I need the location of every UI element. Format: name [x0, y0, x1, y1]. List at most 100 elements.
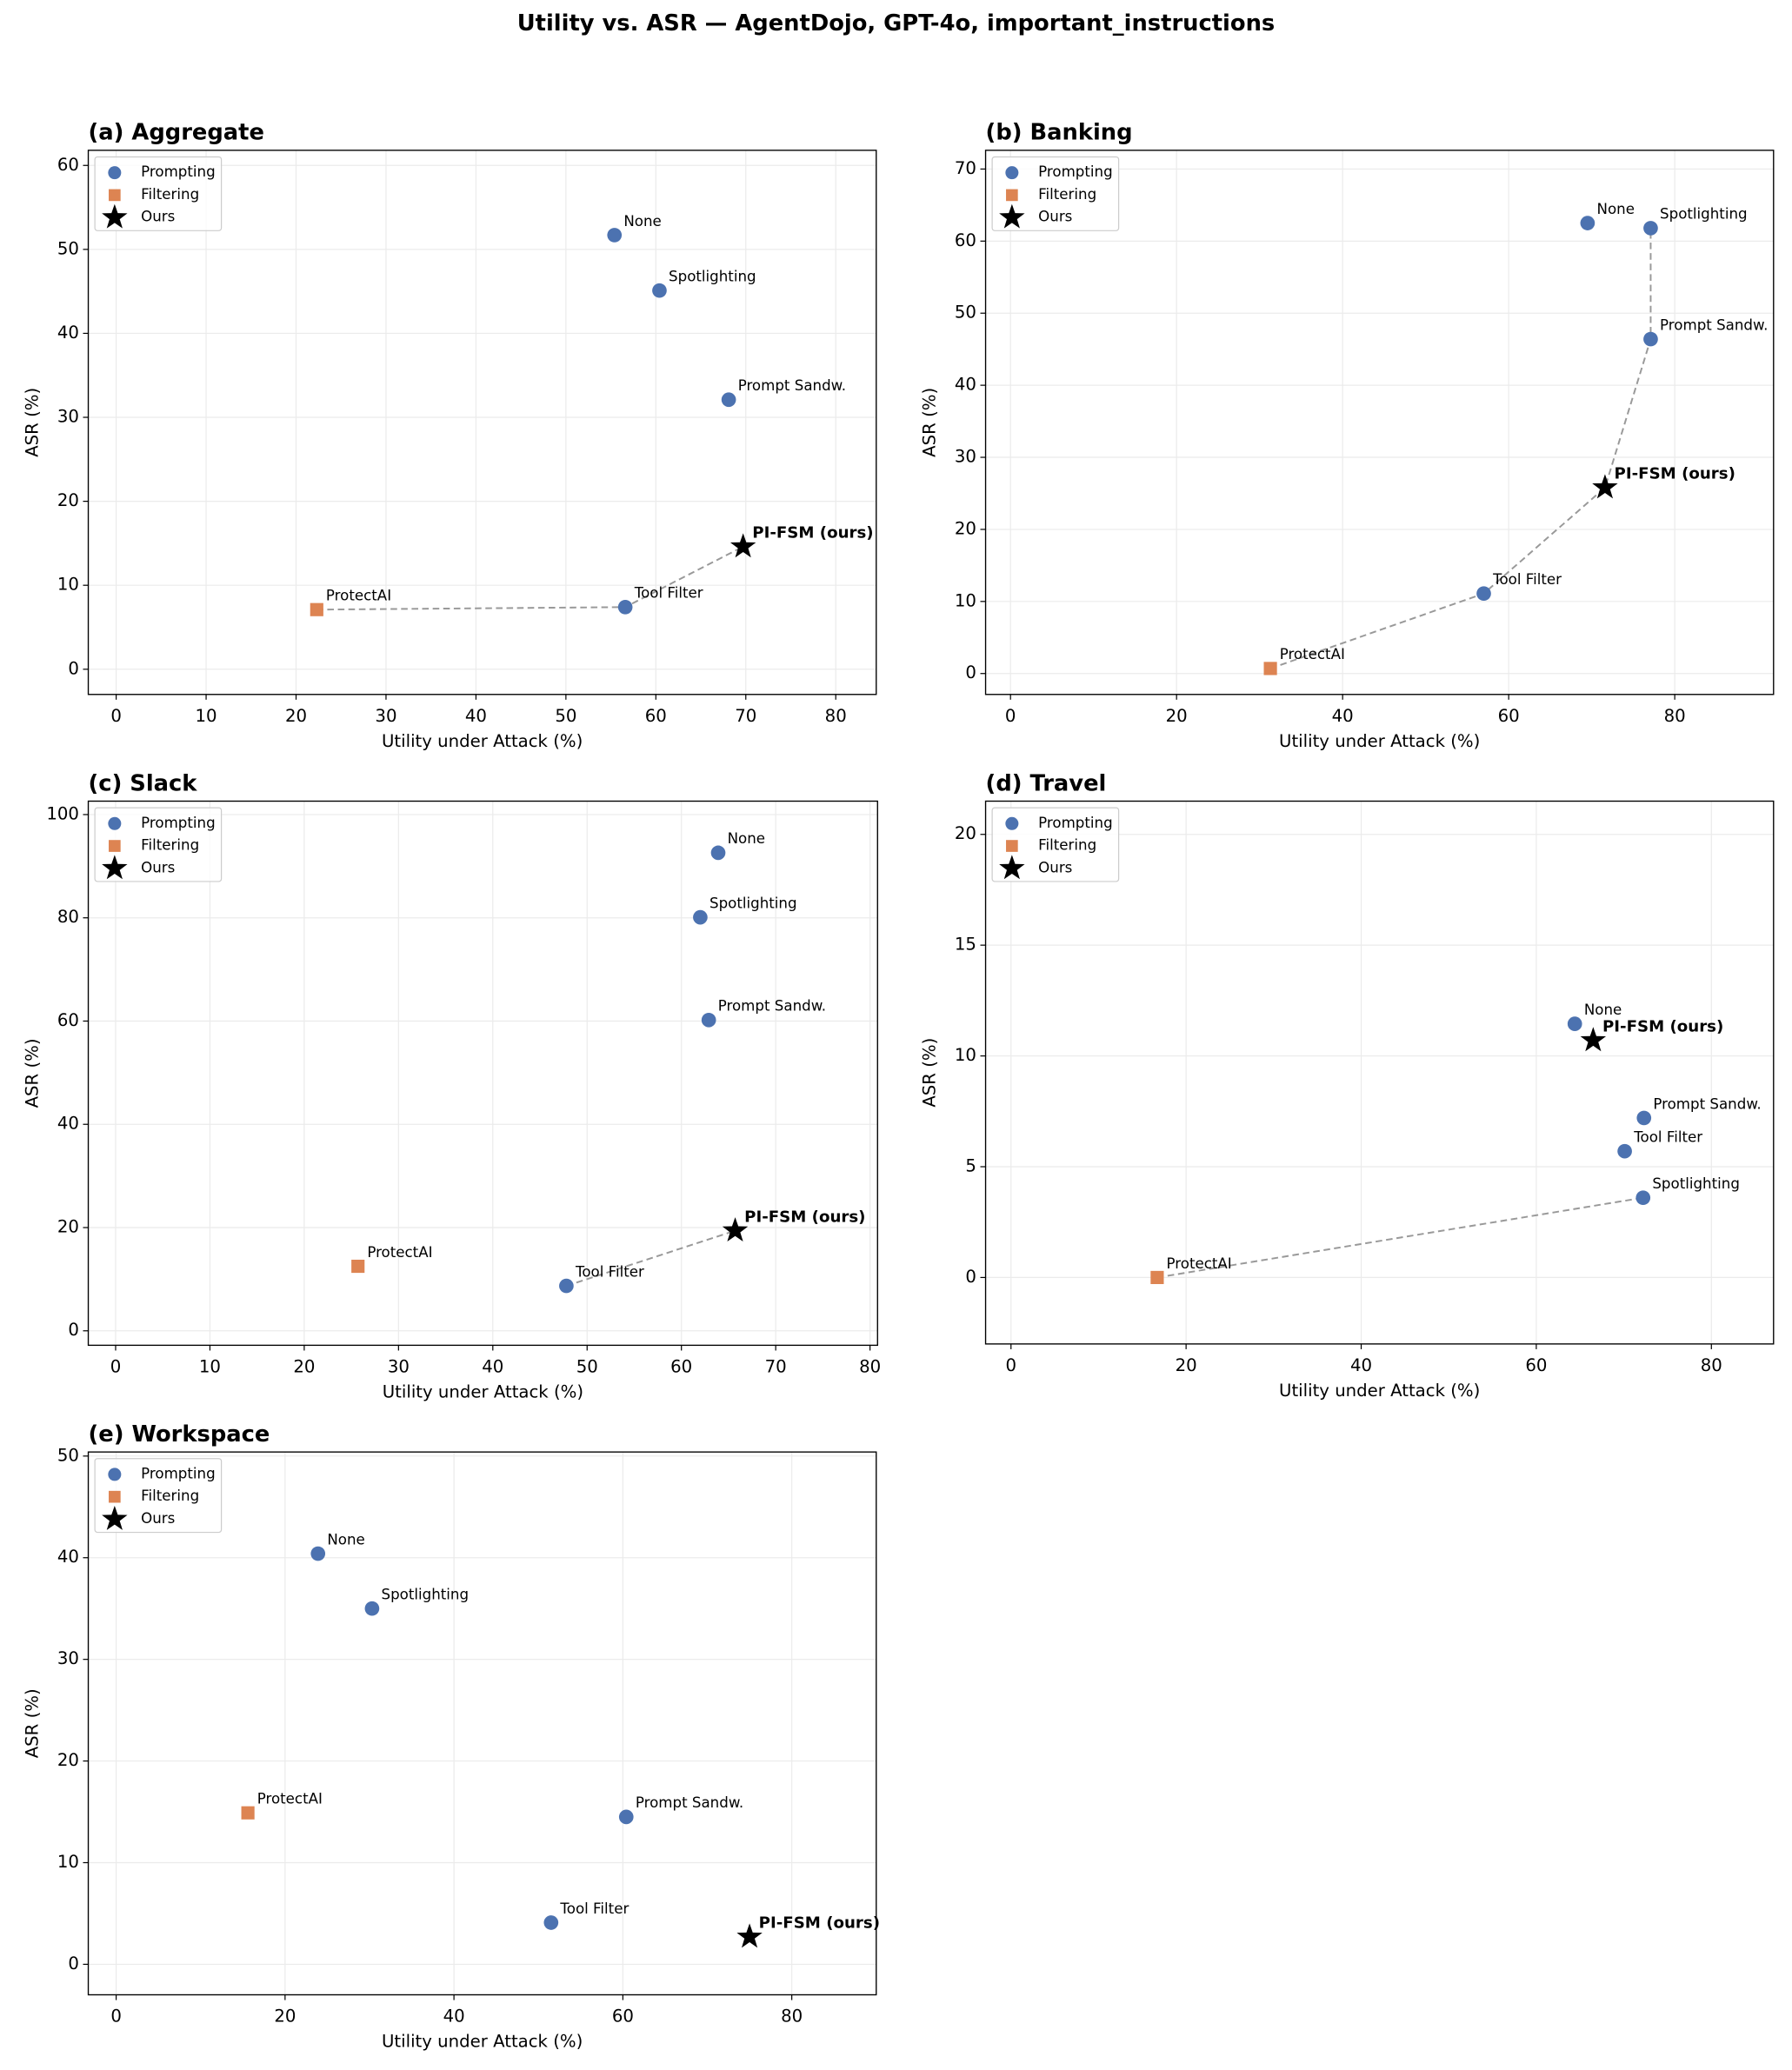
- y-tick-label: 5: [965, 1155, 976, 1175]
- panel: 0 20 40 60 80 0 10 20 30 40 50 (e) Workspace Utility…: [22, 1421, 880, 2052]
- y-axis-label: ASR (%): [919, 388, 939, 457]
- y-tick-label: 20: [955, 823, 976, 843]
- point: [1643, 221, 1658, 236]
- y-tick-label: 0: [68, 1320, 79, 1340]
- point-label: Spotlighting: [709, 895, 797, 911]
- x-tick-label: 20: [274, 2007, 296, 2027]
- legend-marker: [108, 166, 122, 180]
- point-label: Tool Filter: [559, 1900, 629, 1917]
- point: [364, 1601, 380, 1616]
- x-axis-label: Utility under Attack (%): [382, 731, 583, 751]
- y-axis-label: ASR (%): [22, 1688, 42, 1758]
- point-label: ProtectAI: [1280, 646, 1345, 662]
- point-label: None: [1584, 1002, 1622, 1018]
- y-tick-label: 100: [46, 803, 79, 823]
- frontier-line: [566, 1229, 736, 1288]
- y-tick-label: 0: [965, 1267, 976, 1287]
- x-tick-label: 80: [781, 2007, 803, 2027]
- legend: Prompting Filtering Ours: [94, 1458, 223, 1534]
- point-label: PI-FSM (ours): [752, 524, 873, 542]
- point: [1592, 474, 1618, 499]
- plot-frame: [984, 150, 1775, 696]
- y-tick-label: 20: [57, 1216, 79, 1236]
- y-tick-label: 15: [955, 935, 976, 955]
- x-tick-label: 0: [1005, 1355, 1016, 1375]
- point: [559, 1278, 574, 1294]
- y-tick-label: 30: [57, 1648, 79, 1668]
- plot-frame: [87, 150, 877, 696]
- legend-label: Prompting: [1038, 163, 1113, 180]
- point-label: None: [728, 830, 765, 847]
- y-tick-label: 0: [68, 1954, 79, 1973]
- point-label: Prompt Sandw.: [1660, 316, 1768, 333]
- y-axis-label: ASR (%): [22, 1038, 42, 1108]
- legend-frame: [94, 807, 223, 882]
- point-label: Prompt Sandw.: [718, 998, 826, 1015]
- panel: 0 20 40 60 80 0 10 20 30 40 50 60 70 (b) Banking Utili…: [919, 120, 1775, 751]
- panel-title: (b) Banking: [986, 120, 1133, 146]
- point-label: Spotlighting: [1652, 1175, 1740, 1192]
- y-tick-label: 80: [57, 907, 79, 927]
- legend-marker: [1005, 166, 1019, 180]
- y-tick-label: 0: [965, 662, 976, 682]
- point: [310, 1546, 326, 1561]
- point-label: PI-FSM (ours): [1615, 465, 1735, 483]
- x-tick-label: 80: [1701, 1355, 1722, 1375]
- point-label: None: [327, 1531, 364, 1548]
- legend-label: Ours: [141, 1510, 175, 1527]
- point-label: Tool Filter: [575, 1263, 644, 1280]
- point: [1263, 662, 1277, 676]
- legend-marker: [108, 816, 122, 830]
- point: [652, 283, 667, 298]
- x-tick-label: 0: [110, 2007, 122, 2027]
- y-tick-label: 60: [57, 155, 79, 175]
- y-tick-label: 20: [57, 1750, 79, 1770]
- legend-marker: [102, 1505, 128, 1530]
- point: [1617, 1143, 1632, 1159]
- x-tick-label: 40: [465, 706, 487, 726]
- x-tick-label: 10: [196, 706, 217, 726]
- y-tick-label: 40: [57, 1547, 79, 1567]
- y-axis-label: ASR (%): [919, 1038, 939, 1108]
- point: [617, 599, 633, 615]
- y-tick-label: 60: [57, 1010, 79, 1030]
- legend-frame: [94, 1458, 223, 1534]
- legend: Prompting Filtering Ours: [94, 807, 223, 882]
- legend-label: Filtering: [1038, 837, 1096, 854]
- point-label: None: [1596, 201, 1634, 217]
- point-label: None: [623, 213, 661, 230]
- legend-label: Prompting: [141, 163, 216, 180]
- x-axis-label: Utility under Attack (%): [383, 1381, 583, 1401]
- y-tick-label: 50: [955, 303, 976, 323]
- legend-label: Filtering: [1038, 186, 1096, 203]
- panel-title: (c) Slack: [89, 770, 198, 796]
- point-label: PI-FSM (ours): [744, 1208, 865, 1226]
- x-tick-label: 20: [1166, 706, 1188, 726]
- frontier-line: [1156, 1196, 1643, 1279]
- x-tick-label: 40: [482, 1357, 503, 1377]
- y-tick-label: 50: [57, 1445, 79, 1465]
- y-tick-label: 30: [57, 407, 79, 427]
- x-tick-label: 40: [1350, 1355, 1372, 1375]
- panel-title: (a) Aggregate: [89, 120, 264, 146]
- x-tick-label: 70: [735, 706, 756, 726]
- point: [351, 1259, 365, 1274]
- legend-marker: [109, 840, 121, 852]
- x-tick-label: 60: [645, 706, 667, 726]
- y-tick-label: 0: [68, 658, 79, 678]
- point-label: ProtectAI: [367, 1244, 432, 1261]
- point-label: PI-FSM (ours): [1602, 1018, 1723, 1036]
- point: [543, 1915, 559, 1930]
- legend-marker: [1006, 189, 1018, 202]
- x-tick-label: 0: [110, 1357, 122, 1377]
- legend: Prompting Filtering Ours: [991, 156, 1120, 231]
- panel-title: (d) Travel: [986, 770, 1107, 796]
- x-tick-label: 70: [765, 1357, 787, 1377]
- legend-marker: [108, 1468, 122, 1481]
- point: [721, 392, 736, 408]
- point-label: ProtectAI: [1167, 1255, 1232, 1272]
- x-tick-label: 0: [1005, 706, 1016, 726]
- point: [1150, 1270, 1164, 1284]
